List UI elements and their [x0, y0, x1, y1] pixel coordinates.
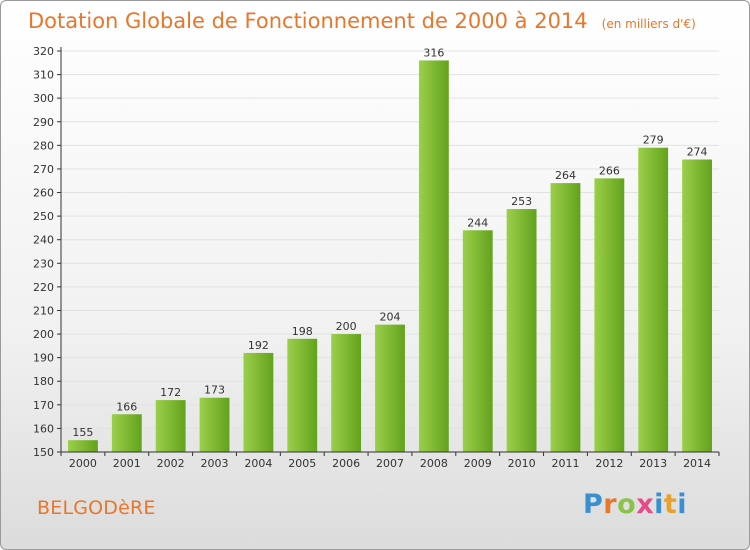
y-tick-label: 220: [33, 281, 54, 294]
x-tick-label: 2007: [376, 457, 404, 470]
y-tick-label: 320: [33, 45, 54, 58]
data-label: 200: [336, 320, 357, 333]
bar: [418, 60, 449, 452]
y-tick-label: 230: [33, 257, 54, 270]
data-label: 192: [248, 339, 269, 352]
y-tick-label: 170: [33, 399, 54, 412]
y-tick-label: 240: [33, 234, 54, 247]
y-tick-label: 260: [33, 187, 54, 200]
data-label: 266: [599, 164, 620, 177]
x-tick-label: 2002: [157, 457, 185, 470]
bar: [594, 178, 625, 452]
y-tick-label: 280: [33, 139, 54, 152]
y-tick-label: 250: [33, 210, 54, 223]
bar: [155, 400, 186, 452]
bar: [550, 183, 581, 452]
bar: [111, 414, 142, 452]
data-label: 172: [160, 386, 181, 399]
y-tick-label: 270: [33, 163, 54, 176]
chart-unit: (en milliers d'€): [601, 17, 696, 31]
x-tick-label: 2003: [201, 457, 229, 470]
y-tick-label: 290: [33, 116, 54, 129]
data-label: 279: [643, 134, 664, 147]
data-label: 204: [380, 311, 401, 324]
x-tick-label: 2006: [332, 457, 360, 470]
data-label: 274: [687, 146, 708, 159]
y-tick-label: 200: [33, 328, 54, 341]
x-tick-label: 2013: [639, 457, 667, 470]
bar: [462, 230, 493, 452]
x-tick-label: 2001: [113, 457, 141, 470]
x-tick-label: 2010: [508, 457, 536, 470]
data-label: 316: [423, 46, 444, 59]
data-label: 198: [292, 325, 313, 338]
place-name: BELGODèRE: [37, 497, 156, 519]
y-tick-label: 310: [33, 69, 54, 82]
data-label: 155: [72, 426, 93, 439]
bar: [682, 159, 712, 452]
bar: [68, 440, 98, 452]
bar: [506, 209, 537, 452]
data-label: 166: [116, 400, 137, 413]
x-tick-label: 2000: [69, 457, 97, 470]
proxiti-logo: Proxiti: [583, 489, 688, 520]
x-tick-label: 2005: [288, 457, 316, 470]
data-label: 244: [467, 216, 488, 229]
x-tick-label: 2012: [595, 457, 623, 470]
bar: [375, 324, 405, 452]
x-tick-label: 2008: [420, 457, 448, 470]
chart-title-text: Dotation Globale de Fonctionnement de 20…: [28, 9, 588, 33]
bar: [638, 147, 669, 452]
bar: [199, 397, 230, 452]
y-tick-label: 160: [33, 422, 54, 435]
y-tick-label: 180: [33, 375, 54, 388]
bar: [287, 338, 318, 452]
x-tick-label: 2009: [464, 457, 492, 470]
chart-title: Dotation Globale de Fonctionnement de 20…: [28, 9, 696, 33]
y-tick-label: 300: [33, 92, 54, 105]
data-label: 264: [555, 169, 576, 182]
bar: [243, 352, 274, 452]
y-tick-label: 210: [33, 304, 54, 317]
y-tick-label: 150: [33, 446, 54, 459]
x-tick-label: 2014: [683, 457, 711, 470]
y-tick-label: 190: [33, 352, 54, 365]
data-label: 173: [204, 384, 225, 397]
bar: [331, 334, 362, 452]
data-label: 253: [511, 195, 532, 208]
x-tick-label: 2004: [244, 457, 272, 470]
x-tick-label: 2011: [551, 457, 579, 470]
